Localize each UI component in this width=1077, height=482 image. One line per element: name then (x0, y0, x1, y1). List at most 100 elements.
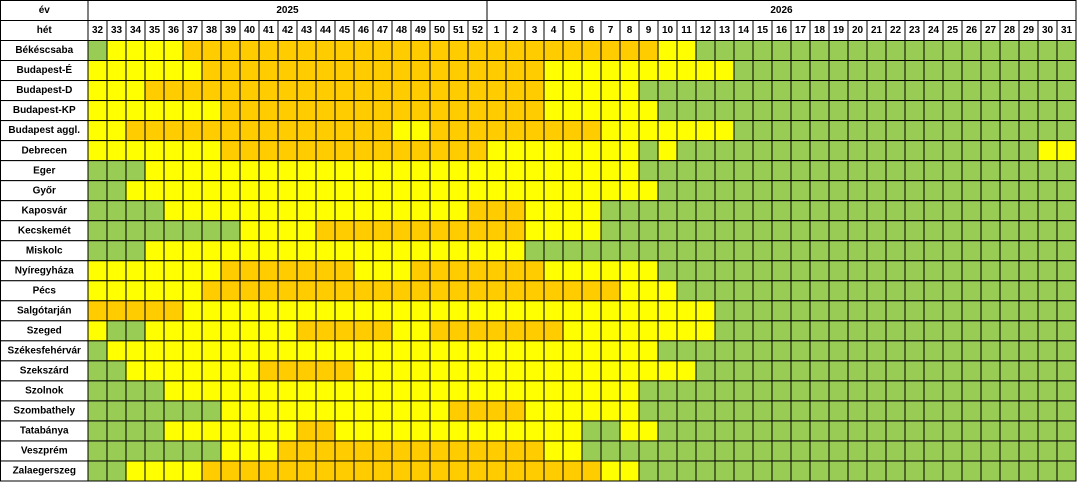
status-cell (581, 260, 602, 282)
status-cell (1056, 300, 1077, 322)
status-cell (486, 60, 507, 82)
status-cell (1056, 120, 1077, 142)
status-cell (163, 220, 184, 242)
status-cell (923, 240, 944, 262)
status-cell (923, 100, 944, 122)
status-cell (942, 240, 963, 262)
status-cell (1037, 40, 1058, 62)
city-name: Békéscsaba (15, 45, 73, 56)
status-cell (239, 160, 260, 182)
status-cell (828, 420, 849, 442)
status-cell (372, 420, 393, 442)
status-cell (1018, 40, 1039, 62)
status-cell (239, 180, 260, 202)
status-cell (277, 460, 298, 482)
status-cell (163, 200, 184, 222)
status-cell (163, 120, 184, 142)
status-cell (790, 280, 811, 302)
status-cell (524, 40, 545, 62)
status-cell (1018, 140, 1039, 162)
status-cell (410, 140, 431, 162)
status-cell (353, 40, 374, 62)
week-number: 19 (833, 25, 845, 36)
status-cell (657, 220, 678, 242)
status-cell (410, 180, 431, 202)
status-cell (429, 100, 450, 122)
status-cell (106, 360, 127, 382)
status-cell (752, 40, 773, 62)
status-cell (353, 180, 374, 202)
status-cell (657, 420, 678, 442)
status-cell (296, 200, 317, 222)
status-cell (638, 100, 659, 122)
status-cell (562, 180, 583, 202)
status-cell (486, 460, 507, 482)
status-cell (885, 40, 906, 62)
status-cell (676, 200, 697, 222)
week-number: 2 (513, 25, 519, 36)
status-cell (771, 160, 792, 182)
status-cell (733, 80, 754, 102)
status-cell (277, 400, 298, 422)
status-cell (695, 80, 716, 102)
status-cell (182, 340, 203, 362)
status-cell (562, 120, 583, 142)
status-cell (866, 100, 887, 122)
status-cell (581, 340, 602, 362)
status-cell (201, 280, 222, 302)
status-cell (353, 380, 374, 402)
status-cell (125, 460, 146, 482)
status-cell (296, 180, 317, 202)
status-cell (125, 280, 146, 302)
status-cell (999, 340, 1020, 362)
status-cell (676, 140, 697, 162)
status-cell (752, 380, 773, 402)
status-cell (980, 100, 1001, 122)
status-cell (923, 340, 944, 362)
status-cell (695, 160, 716, 182)
status-cell (562, 360, 583, 382)
week-number: 45 (339, 25, 351, 36)
status-cell (125, 140, 146, 162)
status-cell (733, 460, 754, 482)
status-cell (1018, 120, 1039, 142)
status-cell (87, 100, 108, 122)
status-cell (125, 180, 146, 202)
status-cell (847, 220, 868, 242)
status-cell (524, 60, 545, 82)
status-cell (847, 140, 868, 162)
status-cell (809, 100, 830, 122)
status-cell (942, 120, 963, 142)
status-cell (296, 40, 317, 62)
status-cell (353, 340, 374, 362)
status-cell (524, 140, 545, 162)
status-cell (619, 60, 640, 82)
status-cell (714, 360, 735, 382)
status-cell (562, 60, 583, 82)
status-cell (543, 300, 564, 322)
status-cell (353, 440, 374, 462)
status-cell (999, 60, 1020, 82)
status-cell (676, 60, 697, 82)
status-cell (581, 220, 602, 242)
status-cell (619, 240, 640, 262)
status-cell (106, 40, 127, 62)
status-cell (676, 300, 697, 322)
status-cell (220, 400, 241, 422)
status-cell (410, 220, 431, 242)
status-cell (562, 260, 583, 282)
status-cell (619, 40, 640, 62)
status-cell (866, 80, 887, 102)
status-cell (790, 320, 811, 342)
status-cell (828, 360, 849, 382)
status-cell (182, 400, 203, 422)
status-cell (106, 100, 127, 122)
status-cell (1037, 460, 1058, 482)
status-cell (619, 100, 640, 122)
week-number: 27 (985, 25, 997, 36)
status-cell (1037, 180, 1058, 202)
status-cell (961, 420, 982, 442)
status-cell (752, 400, 773, 422)
status-cell (733, 280, 754, 302)
status-cell (296, 300, 317, 322)
